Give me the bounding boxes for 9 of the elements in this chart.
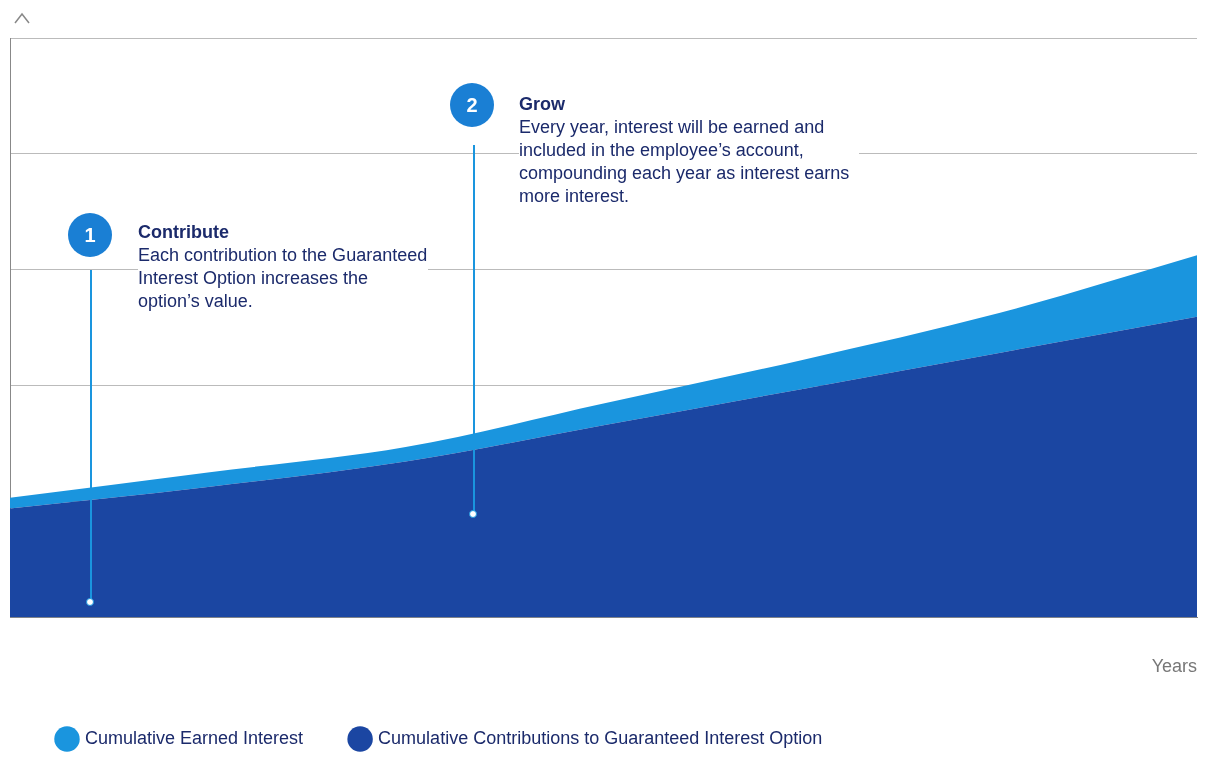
text: Every year, interest will be earned and included in the employee’s account, compounding each year as interest earns more interest. [519,117,850,206]
text: 2 [450,83,494,127]
text: Contribute [138,221,230,244]
text: Grow [519,93,566,116]
text: 1 [68,213,112,257]
legend-label: Cumulative Earned Interest [85,727,304,748]
x-axis-title: Years [1151,656,1197,677]
annotation: Each contribution to the Guaranteed Interest Option increases the option’s value. [138,245,428,311]
legend-label: Cumulative Contributions to Guaranteed Interest Option [378,727,823,748]
